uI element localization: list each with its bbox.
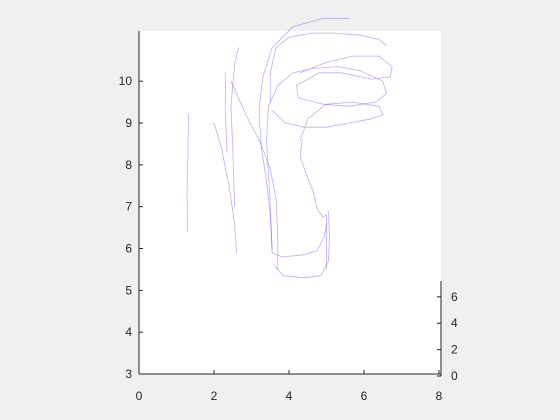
- y-tick-label: 5: [125, 283, 132, 297]
- z-tick-label: 0: [451, 369, 458, 383]
- series-line-10: [271, 101, 384, 141]
- series-line-1: [186, 114, 189, 233]
- series-line-9: [266, 55, 393, 249]
- series-line-4: [230, 47, 239, 208]
- series-line-6: [258, 18, 350, 254]
- series-traces: [186, 18, 393, 279]
- y-tick-label: 7: [125, 200, 132, 214]
- series-line-8: [273, 210, 330, 279]
- y-tick-label: 6: [125, 242, 132, 256]
- x-tick-label: 8: [436, 389, 443, 403]
- series-line-3: [224, 72, 228, 153]
- axes-background: [139, 31, 441, 374]
- y-tick-label: 8: [125, 158, 132, 172]
- z-tick-label: 4: [451, 316, 458, 330]
- series-line-7: [271, 223, 327, 258]
- series-line-11: [269, 32, 387, 103]
- axes: 0 2 4 6 8 3 4 5 6 7 8 9 10 0 2 4 6: [119, 31, 458, 403]
- z-tick-label: 2: [451, 343, 458, 357]
- x-tick-label: 0: [136, 389, 143, 403]
- y-tick-label: 3: [125, 367, 132, 381]
- y-tick-label: 4: [125, 325, 132, 339]
- x-tick-label: 2: [211, 389, 218, 403]
- series-line-2: [213, 122, 237, 254]
- y-tick-label: 9: [125, 116, 132, 130]
- x-tick-label: 4: [286, 389, 293, 403]
- z-tick-label: 6: [451, 290, 458, 304]
- y-tick-label: 10: [119, 74, 133, 88]
- series-line-5: [230, 80, 279, 270]
- series-line-12: [299, 139, 327, 270]
- x-tick-label: 6: [361, 389, 368, 403]
